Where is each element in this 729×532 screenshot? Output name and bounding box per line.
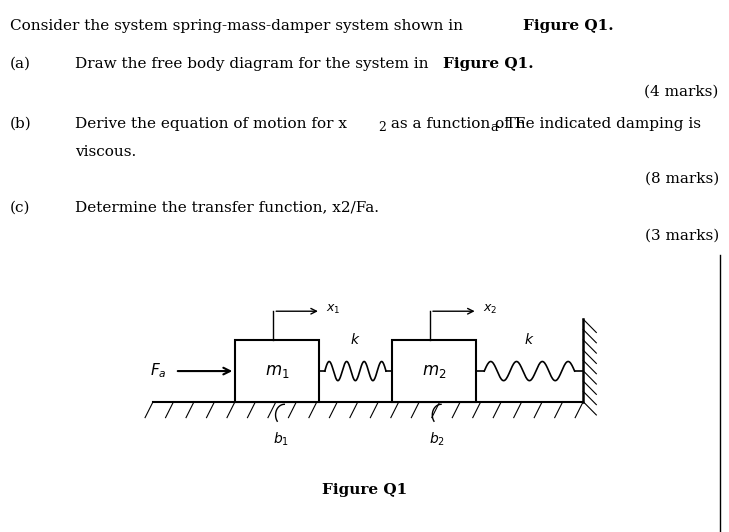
Text: Consider the system spring-mass-damper system shown in: Consider the system spring-mass-damper s… [10, 19, 468, 32]
Text: 2: 2 [378, 121, 386, 134]
Text: Determine the transfer function, x2/Fa.: Determine the transfer function, x2/Fa. [75, 201, 379, 214]
Text: Figure Q1.: Figure Q1. [443, 57, 534, 71]
Text: . The indicated damping is: . The indicated damping is [496, 117, 701, 131]
Text: Figure Q1: Figure Q1 [322, 484, 407, 497]
Bar [235, 340, 319, 402]
Text: $m_1$: $m_1$ [265, 362, 289, 380]
Text: (c): (c) [10, 201, 31, 214]
Text: a: a [490, 121, 497, 134]
Text: $m_2$: $m_2$ [421, 362, 446, 380]
Bar [392, 340, 475, 402]
Text: $x_1$: $x_1$ [326, 303, 340, 316]
Text: Figure Q1.: Figure Q1. [523, 19, 614, 32]
Text: (8 marks): (8 marks) [644, 171, 719, 185]
Text: Derive the equation of motion for x: Derive the equation of motion for x [75, 117, 347, 131]
Text: (4 marks): (4 marks) [644, 85, 719, 99]
Text: (a): (a) [10, 57, 31, 71]
Text: Draw the free body diagram for the system in: Draw the free body diagram for the syste… [75, 57, 434, 71]
Text: as a function of F: as a function of F [386, 117, 526, 131]
Text: $b_1$: $b_1$ [273, 431, 289, 448]
Text: $x_2$: $x_2$ [483, 303, 497, 316]
Text: viscous.: viscous. [75, 145, 136, 159]
Text: $k$: $k$ [524, 332, 534, 347]
Text: $b_2$: $b_2$ [429, 431, 445, 448]
Text: (3 marks): (3 marks) [644, 229, 719, 243]
Text: (b): (b) [10, 117, 32, 131]
Text: $F_a$: $F_a$ [149, 362, 166, 380]
Text: $k$: $k$ [350, 332, 361, 347]
